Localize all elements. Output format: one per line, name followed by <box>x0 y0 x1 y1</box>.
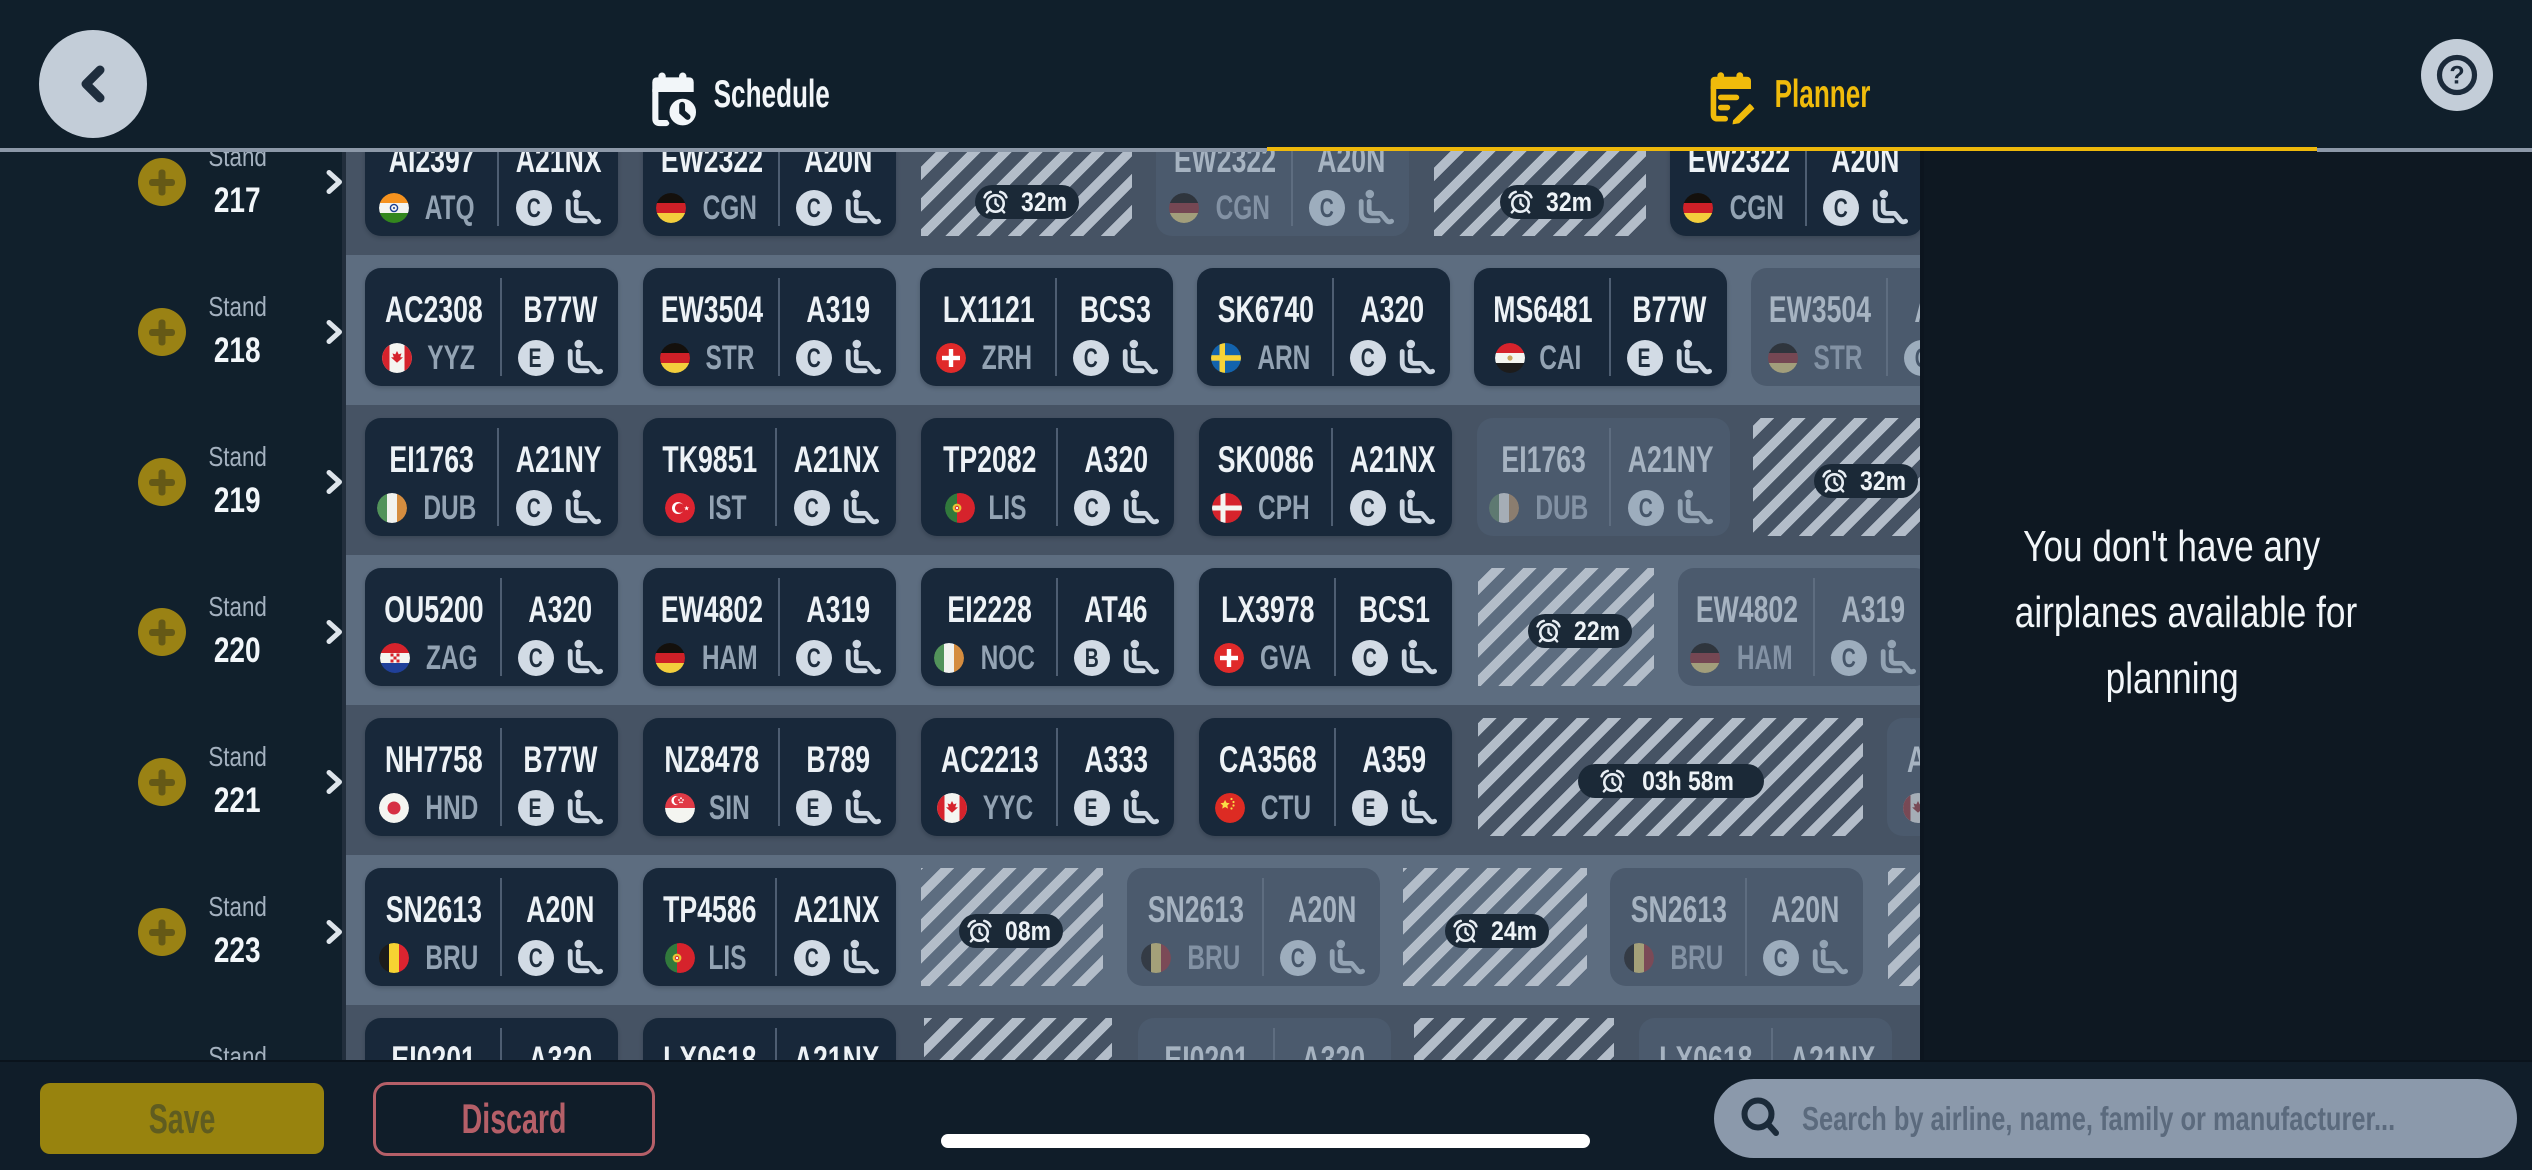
svg-text:?: ? <box>2449 62 2464 90</box>
